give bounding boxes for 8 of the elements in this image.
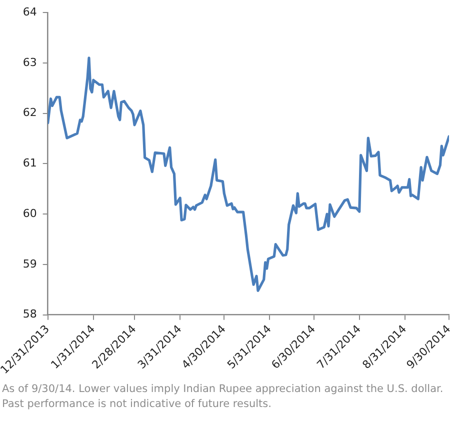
y-tick-label: 62: [22, 106, 37, 120]
y-tick-label: 60: [22, 206, 37, 220]
text: As of 9/30/14. Lower values imply Indian Rupee appreciation against the U.S. dollar. Past performance is not indicative of future results.: [2, 382, 444, 412]
y-tick-label: 61: [22, 156, 37, 170]
y-tick-label: 59: [22, 257, 37, 270]
y-tick-label: 63: [22, 56, 37, 69]
y-tick-label: 64: [22, 5, 37, 18]
y-tick-label: 58: [22, 308, 37, 321]
